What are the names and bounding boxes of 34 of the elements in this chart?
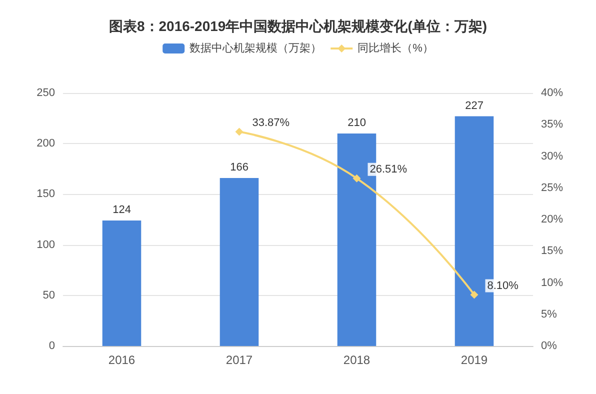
y2-tick-label: 30% bbox=[541, 150, 564, 162]
y2-tick-label: 25% bbox=[541, 182, 564, 194]
y2-tick-label: 35% bbox=[541, 118, 564, 131]
data-label: 8.10% bbox=[487, 280, 519, 292]
legend-label: 数据中心机架规模（万架） bbox=[190, 42, 322, 54]
y-tick-label: 100 bbox=[36, 238, 55, 251]
y2-tick-label: 10% bbox=[541, 276, 564, 289]
x-tick-label: 2016 bbox=[108, 353, 136, 367]
legend-label: 同比增长（%） bbox=[358, 42, 434, 54]
y-tick-label: 250 bbox=[36, 87, 55, 99]
point bbox=[235, 128, 244, 136]
x-tick-label: 2018 bbox=[343, 353, 370, 367]
point bbox=[352, 174, 361, 182]
y-tick-label: 50 bbox=[42, 289, 55, 302]
data-label: 210 bbox=[348, 116, 366, 129]
data-label: 33.87% bbox=[252, 116, 290, 129]
data-label: 166 bbox=[230, 162, 248, 174]
chart-title: 图表8：2016-2019年中国数据中心机架规模变化(单位：万架) bbox=[108, 18, 488, 34]
y2-tick-label: 5% bbox=[541, 308, 558, 320]
x-tick-label: 2019 bbox=[460, 353, 488, 367]
y-tick-label: 200 bbox=[36, 138, 55, 150]
x-tick-label: 2017 bbox=[226, 353, 253, 367]
data-label: 124 bbox=[112, 204, 131, 216]
bar bbox=[220, 178, 259, 346]
y-tick-label: 0 bbox=[48, 340, 55, 352]
y2-tick-label: 40% bbox=[541, 87, 564, 99]
data-label: 26.51% bbox=[370, 163, 408, 176]
y2-tick-label: 0% bbox=[541, 340, 558, 352]
point bbox=[470, 290, 478, 299]
bar bbox=[102, 220, 142, 346]
data-label: 227 bbox=[465, 100, 484, 112]
y-tick-label: 150 bbox=[36, 188, 55, 200]
y2-tick-label: 20% bbox=[541, 214, 564, 226]
y2-tick-label: 15% bbox=[541, 245, 564, 258]
